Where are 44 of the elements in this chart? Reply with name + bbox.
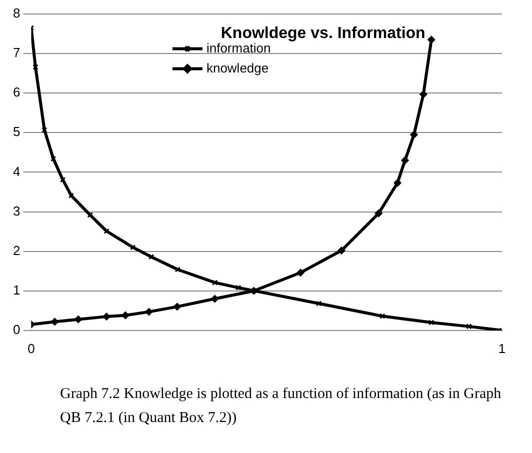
legend-label: information — [206, 40, 271, 56]
y-tick-label: 7 — [12, 45, 20, 60]
point — [296, 268, 304, 276]
point — [316, 300, 322, 306]
point — [466, 324, 472, 330]
point — [130, 244, 136, 250]
y-tick-label: 8 — [12, 6, 20, 21]
text: Knowldege vs. Information — [220, 25, 426, 42]
point — [174, 266, 181, 272]
point — [50, 156, 56, 162]
point — [32, 64, 38, 70]
point — [42, 127, 48, 133]
point — [338, 246, 346, 254]
point — [104, 228, 110, 234]
y-tick-label: 0 — [12, 322, 20, 337]
legend-label: knowledge — [206, 60, 269, 76]
point — [212, 280, 218, 286]
point — [374, 210, 382, 218]
point — [145, 308, 153, 316]
y-tick-label: 6 — [12, 84, 20, 100]
point — [401, 156, 409, 164]
y-tick-label: 4 — [12, 164, 20, 179]
point — [148, 254, 154, 260]
point — [236, 284, 242, 291]
point — [51, 318, 59, 326]
y-tick-label: 5 — [12, 124, 20, 140]
point — [87, 212, 93, 218]
point — [211, 295, 219, 303]
point — [74, 316, 82, 324]
point — [410, 130, 418, 138]
point — [428, 36, 436, 44]
point — [394, 179, 402, 187]
point — [60, 176, 66, 183]
point — [420, 90, 428, 98]
point — [122, 312, 130, 320]
y-tick-label: 3 — [12, 203, 20, 218]
point — [173, 302, 181, 310]
point — [428, 320, 434, 326]
point — [68, 192, 74, 198]
point — [102, 312, 110, 320]
y-tick-label: 1 — [12, 282, 20, 298]
y-tick-label: 2 — [12, 242, 20, 258]
point — [380, 313, 386, 320]
caption: Graph 7.2 Knowledge is plotted as a function of information (as in Graph QB 7.2.1 (in Quant Box 7.2)) — [60, 385, 502, 428]
